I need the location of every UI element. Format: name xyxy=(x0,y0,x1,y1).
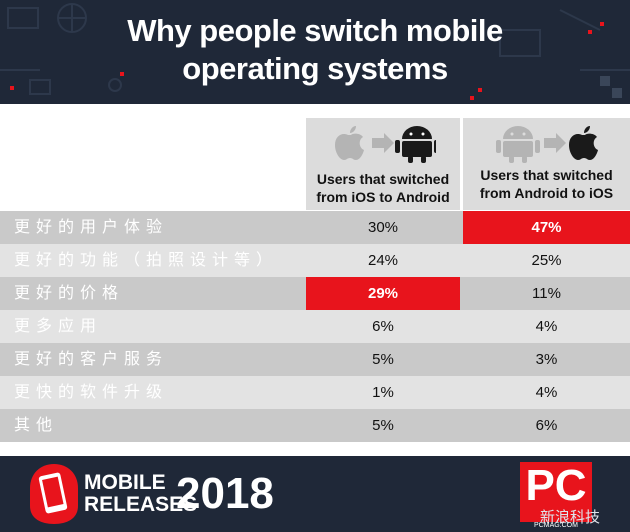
row-value-col-1: 1% xyxy=(372,384,394,401)
page-title: Why people switch mobile operating syste… xyxy=(0,12,630,88)
ios-to-android-icons xyxy=(335,126,436,163)
column-header-bg-2 xyxy=(463,118,630,210)
row-value-col-2: 4% xyxy=(535,384,558,401)
mobile-releases-text: MOBILE RELEASES xyxy=(84,472,197,516)
table-row: 更好的客户服务 5% 3% xyxy=(0,343,630,376)
watermark: 新浪科技 xyxy=(540,509,601,526)
row-label: 更好的功能（拍照设计等） xyxy=(14,252,279,269)
row-value-col-1: 6% xyxy=(372,318,394,335)
row-value-col-2: 4% xyxy=(535,318,558,335)
table-row: 更快的软件升级 1% 4% xyxy=(0,376,630,409)
column-header-2: Users that switched from Android to iOS xyxy=(463,166,630,202)
apple-icon xyxy=(335,126,364,160)
pc-logo: PC xyxy=(520,462,592,522)
row-label: 更多应用 xyxy=(14,318,103,335)
table-row: 更多应用 6% 4% xyxy=(0,310,630,343)
column-header-bg-1 xyxy=(306,118,460,210)
column-header-1: Users that switched from iOS to Android xyxy=(306,170,460,206)
row-value-col-2: 3% xyxy=(535,351,558,368)
table-row: 其他 5% 6% xyxy=(0,409,630,442)
row-value-col-1: 24% xyxy=(367,252,399,269)
row-value-col-2: 25% xyxy=(531,252,562,269)
table-row: 更好的价格 29% 11% xyxy=(0,277,630,310)
mobile-label: MOBILE xyxy=(84,471,166,494)
arrow-right-icon xyxy=(372,133,394,153)
title-line-1: Why people switch mobile xyxy=(127,13,503,48)
row-value-col-1: 5% xyxy=(372,351,394,368)
row-label: 更好的价格 xyxy=(14,285,125,302)
row-value-col-1: 5% xyxy=(372,417,394,434)
table-row: 更好的用户体验 30% 47% xyxy=(0,211,630,244)
row-value-col-1: 30% xyxy=(367,219,399,236)
android-icon xyxy=(395,126,436,163)
arrow-right-icon xyxy=(544,133,566,153)
row-value-col-2: 6% xyxy=(535,417,558,434)
comparison-table: Users that switched from iOS to Android … xyxy=(0,104,630,456)
android-to-ios-icons xyxy=(496,126,598,163)
pcmag-label: PCMAG.COM xyxy=(534,522,578,529)
year-label: 2018 xyxy=(176,469,274,518)
row-value-col-2: 47% xyxy=(463,211,630,244)
row-label: 更快的软件升级 xyxy=(14,384,169,401)
tech-pattern-decoration xyxy=(0,3,630,100)
row-value-col-2: 11% xyxy=(532,285,561,302)
header-banner: Why people switch mobile operating syste… xyxy=(0,0,630,104)
column-header-2-line-1: Users that switched xyxy=(480,167,613,183)
footer-banner: MOBILE RELEASES 2018 PC PCMAG.COM 新浪科技 xyxy=(0,456,630,532)
apple-icon xyxy=(569,126,598,160)
releases-label: RELEASES xyxy=(84,493,198,516)
column-header-1-line-1: Users that switched xyxy=(316,171,450,187)
row-label: 其他 xyxy=(14,417,59,434)
column-header-1-line-2: from iOS to Android xyxy=(316,189,450,205)
row-label: 更好的用户体验 xyxy=(14,219,169,236)
row-label: 更好的客户服务 xyxy=(14,351,169,368)
title-line-2: operating systems xyxy=(182,51,448,86)
row-value-col-1: 29% xyxy=(306,277,460,310)
column-header-2-line-2: from Android to iOS xyxy=(479,185,614,201)
mobile-releases-logo-icon xyxy=(30,464,78,524)
android-icon xyxy=(496,126,540,163)
table-row: 更好的功能（拍照设计等） 24% 25% xyxy=(0,244,630,277)
